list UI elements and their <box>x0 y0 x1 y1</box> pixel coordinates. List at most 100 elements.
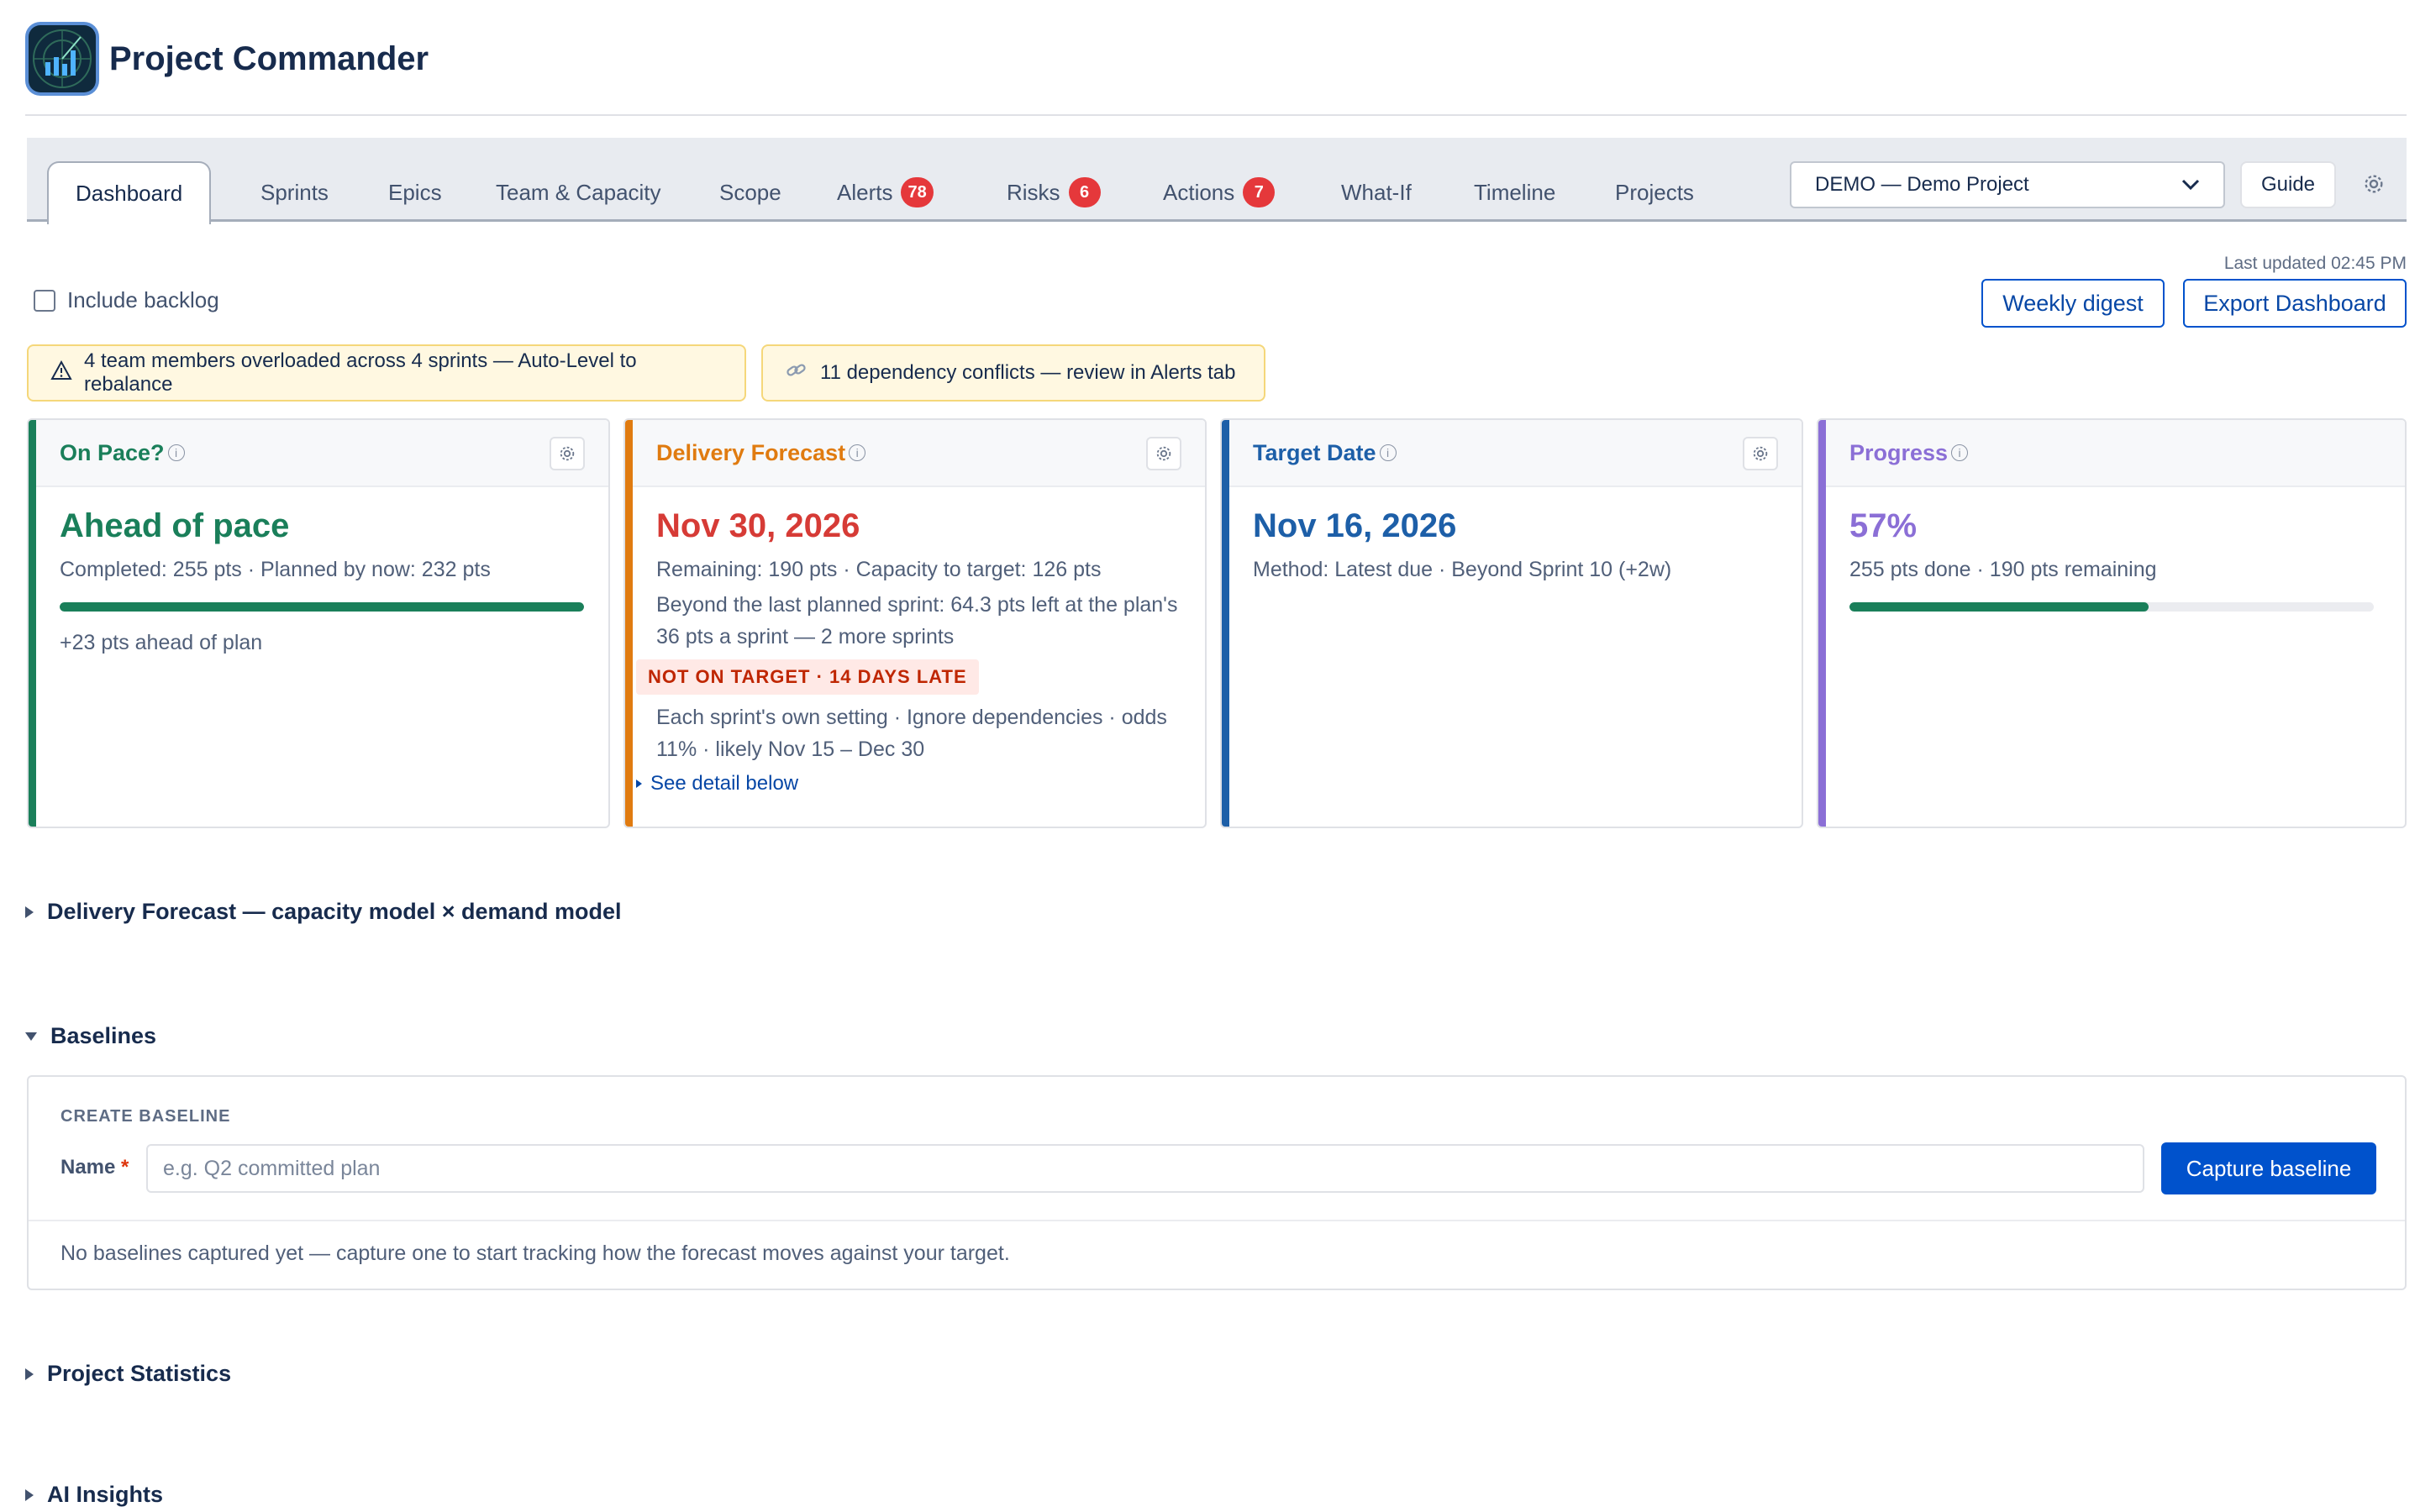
dependency-alert-text: 11 dependency conflicts — review in Aler… <box>820 361 1236 384</box>
tab-label: What-If <box>1341 179 1412 205</box>
gear-icon[interactable] <box>1146 437 1181 470</box>
forecast-beyond: Beyond the last planned sprint: 64.3 pts… <box>656 593 1178 648</box>
caret-down-icon <box>25 1032 37 1041</box>
guide-button[interactable]: Guide <box>2240 161 2336 208</box>
card-header: Delivery Forecast i <box>633 420 1205 487</box>
card-header: Target Date i <box>1229 420 1802 487</box>
export-dashboard-button[interactable]: Export Dashboard <box>2183 279 2407 328</box>
tab-label: Risks <box>1007 179 1060 205</box>
tab-label: Alerts <box>837 179 893 205</box>
info-icon[interactable]: i <box>1951 444 1969 461</box>
gear-icon[interactable] <box>2354 165 2393 203</box>
tab-label: Dashboard <box>76 181 183 206</box>
pace-summary: Completed: 255 pts · Planned by now: 232… <box>60 558 491 581</box>
tab-team-capacity[interactable]: Team & Capacity <box>496 163 661 222</box>
tab-alerts[interactable]: Alerts 78 <box>837 163 934 222</box>
project-statistics-section-toggle[interactable]: Project Statistics <box>25 1361 231 1387</box>
tab-label: Projects <box>1615 179 1694 205</box>
project-select[interactable]: DEMO — Demo Project <box>1790 161 2225 208</box>
app-header: Project Commander <box>25 22 2407 116</box>
info-icon[interactable]: i <box>167 444 185 461</box>
tab-timeline[interactable]: Timeline <box>1474 163 1555 222</box>
baselines-empty-text: No baselines captured yet — capture one … <box>60 1242 1010 1265</box>
risks-count-badge: 6 <box>1068 177 1101 207</box>
section-title: Project Statistics <box>47 1361 232 1386</box>
forecast-date: Nov 30, 2026 <box>656 507 860 544</box>
project-select-value: DEMO — Demo Project <box>1815 173 2029 196</box>
see-detail-label: See detail below <box>650 772 799 795</box>
card-title: On Pace? <box>60 439 165 465</box>
info-icon[interactable]: i <box>849 444 866 461</box>
forecast-detail: Each sprint's own setting · Ignore depen… <box>656 706 1167 761</box>
include-backlog-checkbox[interactable] <box>34 289 55 312</box>
overload-alert-text: 4 team members overloaded across 4 sprin… <box>84 349 637 396</box>
tab-label: Scope <box>719 179 781 205</box>
caret-right-icon <box>25 1488 34 1501</box>
tab-label: Sprints <box>260 179 329 205</box>
card-accent <box>29 420 36 827</box>
tab-bar: Dashboard Sprints Epics Team & Capacity … <box>27 138 2407 224</box>
progress-card: Progress i 57% 255 pts done · 190 pts re… <box>1817 418 2407 828</box>
caret-right-icon <box>636 780 642 788</box>
status-badge: NOT ON TARGET · 14 DAYS LATE <box>636 659 979 695</box>
delivery-forecast-card: Delivery Forecast i Nov 30, 2026 Remaini… <box>623 418 1207 828</box>
card-title: Target Date <box>1253 439 1376 465</box>
baselines-panel: CREATE BASELINE Name * Capture baseline … <box>27 1075 2407 1290</box>
dependency-alert[interactable]: 11 dependency conflicts — review in Aler… <box>761 344 1265 402</box>
pace-progress-bar <box>60 602 584 612</box>
create-baseline-heading: CREATE BASELINE <box>60 1107 231 1126</box>
tab-scope[interactable]: Scope <box>719 163 781 222</box>
target-date: Nov 16, 2026 <box>1253 507 1457 544</box>
include-backlog-label: Include backlog <box>67 287 219 312</box>
card-title: Progress <box>1849 439 1949 465</box>
tab-projects[interactable]: Projects <box>1615 163 1694 222</box>
forecast-model-section-toggle[interactable]: Delivery Forecast — capacity model × dem… <box>25 899 622 925</box>
name-label: Name * <box>60 1156 129 1179</box>
info-icon[interactable]: i <box>1379 444 1397 461</box>
radar-chart-icon[interactable] <box>25 22 99 96</box>
name-label-text: Name <box>60 1156 116 1179</box>
section-title: AI Insights <box>47 1482 164 1507</box>
baseline-name-input[interactable] <box>146 1144 2144 1193</box>
overload-alert[interactable]: 4 team members overloaded across 4 sprin… <box>27 344 746 402</box>
gear-icon[interactable] <box>1743 437 1778 470</box>
actions-count-badge: 7 <box>1243 177 1276 207</box>
target-date-card: Target Date i Nov 16, 2026 Method: Lates… <box>1220 418 1803 828</box>
tab-actions[interactable]: Actions 7 <box>1163 163 1276 222</box>
tab-dashboard[interactable]: Dashboard <box>47 161 212 224</box>
card-accent <box>625 420 633 827</box>
progress-percent: 57% <box>1849 507 1918 544</box>
tab-risks[interactable]: Risks 6 <box>1007 163 1101 222</box>
card-accent <box>1818 420 1826 827</box>
forecast-remaining: Remaining: 190 pts · Capacity to target:… <box>656 558 1102 581</box>
card-header: Progress i <box>1826 420 2405 487</box>
gear-icon[interactable] <box>550 437 585 470</box>
section-title: Baselines <box>50 1023 157 1048</box>
capture-baseline-button[interactable]: Capture baseline <box>2161 1142 2376 1194</box>
tab-label: Team & Capacity <box>496 179 661 205</box>
target-method: Method: Latest due · Beyond Sprint 10 (+… <box>1253 558 1672 581</box>
pace-headline: Ahead of pace <box>60 507 290 544</box>
weekly-digest-button[interactable]: Weekly digest <box>1981 279 2165 328</box>
tab-epics[interactable]: Epics <box>388 163 442 222</box>
tab-label: Epics <box>388 179 442 205</box>
last-updated-text: Last updated 02:45 PM <box>2223 254 2407 273</box>
alerts-count-badge: 78 <box>901 177 934 207</box>
tab-sprints[interactable]: Sprints <box>260 163 329 222</box>
ai-insights-section-toggle[interactable]: AI Insights <box>25 1482 163 1508</box>
card-accent <box>1222 420 1229 827</box>
pace-note: +23 pts ahead of plan <box>60 631 263 654</box>
tab-label: Timeline <box>1474 179 1556 205</box>
tab-what-if[interactable]: What-If <box>1341 163 1412 222</box>
chevron-down-icon <box>2181 173 2200 197</box>
caret-right-icon <box>25 906 34 918</box>
include-backlog-toggle[interactable]: Include backlog <box>34 287 219 313</box>
card-header: On Pace? i <box>36 420 608 487</box>
baselines-section-toggle[interactable]: Baselines <box>25 1023 156 1049</box>
required-mark: * <box>121 1156 129 1179</box>
see-detail-link[interactable]: See detail below <box>636 772 1185 795</box>
card-title: Delivery Forecast <box>656 439 846 465</box>
on-pace-card: On Pace? i Ahead of pace Completed: 255 … <box>27 418 610 828</box>
progress-bar <box>1849 602 2374 612</box>
divider <box>29 1220 2405 1221</box>
